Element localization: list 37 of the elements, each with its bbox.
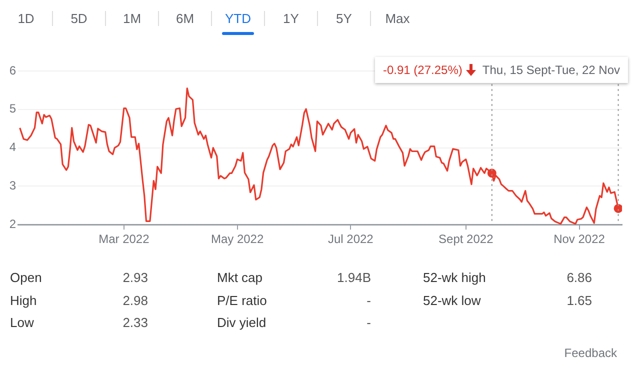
y-tick-label: 2 <box>9 216 16 231</box>
x-tick-label: Sept 2022 <box>438 232 494 246</box>
annotation: Thu, 15 Sept-Tue, 22 Nov <box>482 63 620 77</box>
x-tick-label: Mar 2022 <box>98 232 150 246</box>
text: Feedback <box>564 346 617 360</box>
text: 6.86 <box>566 270 592 285</box>
text: 1M <box>106 10 159 26</box>
x-tick-label: May 2022 <box>210 232 264 246</box>
text: 2.98 <box>122 292 148 308</box>
text: 6M <box>159 10 212 26</box>
text: - <box>366 292 371 308</box>
text: Low <box>10 315 34 330</box>
y-tick-label: 4 <box>9 140 16 154</box>
text: 52-wk low <box>423 292 481 308</box>
text: 1.65 <box>566 292 592 308</box>
text: P/E ratio <box>217 292 267 308</box>
text: Open <box>10 270 42 285</box>
annotation: -0.91 (27.25%) <box>383 63 462 77</box>
text: 2.33 <box>122 315 148 330</box>
y-tick-label: 6 <box>9 63 16 78</box>
text: - <box>366 315 371 330</box>
y-tick-label: 5 <box>9 102 16 116</box>
text: 52-wk high <box>423 270 486 285</box>
text: High <box>10 292 37 308</box>
x-tick-label: Jul 2022 <box>328 232 374 246</box>
text: 1Y <box>265 10 318 26</box>
text: 5D <box>53 10 106 26</box>
text: 1D <box>0 10 53 26</box>
text: 1.94B <box>337 270 371 285</box>
text: YTD <box>212 10 265 26</box>
text: 5Y <box>318 10 371 26</box>
text: Max <box>384 10 411 26</box>
text: Div yield <box>217 315 266 330</box>
y-tick-label: 3 <box>9 178 16 193</box>
x-tick-label: Nov 2022 <box>554 232 606 246</box>
text: Mkt cap <box>217 270 263 285</box>
text: 2.93 <box>122 270 148 285</box>
